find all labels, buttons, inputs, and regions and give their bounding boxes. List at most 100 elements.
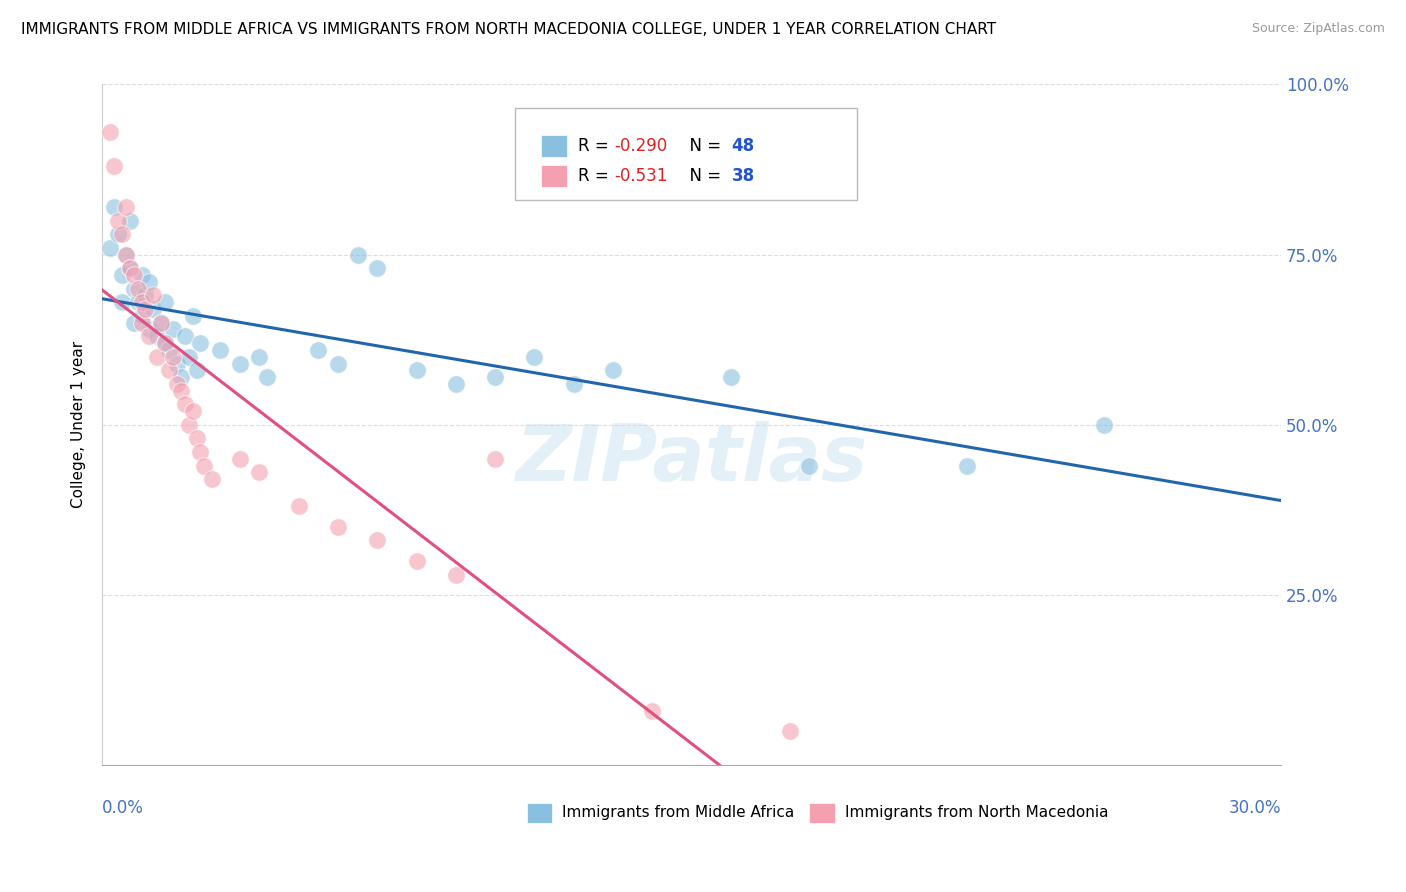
Point bbox=[98, 125, 121, 139]
Point bbox=[256, 370, 278, 384]
Text: Immigrants from North Macedonia: Immigrants from North Macedonia bbox=[845, 805, 1108, 821]
Point bbox=[779, 724, 801, 739]
Point bbox=[122, 268, 145, 282]
Point bbox=[181, 404, 204, 418]
FancyBboxPatch shape bbox=[527, 803, 553, 823]
Point bbox=[229, 451, 252, 466]
Point bbox=[405, 554, 427, 568]
Point bbox=[307, 343, 329, 357]
Point bbox=[366, 261, 388, 276]
Point bbox=[177, 350, 200, 364]
Point bbox=[127, 295, 149, 310]
Point bbox=[193, 458, 215, 473]
Point bbox=[153, 336, 176, 351]
Point bbox=[641, 704, 664, 718]
Point bbox=[1092, 417, 1115, 432]
Text: 30.0%: 30.0% bbox=[1229, 799, 1281, 817]
Point bbox=[134, 301, 156, 316]
Point bbox=[484, 370, 506, 384]
Point bbox=[127, 282, 149, 296]
Point bbox=[111, 268, 134, 282]
Point bbox=[166, 376, 188, 391]
Point bbox=[138, 329, 160, 343]
Point bbox=[562, 376, 585, 391]
Point bbox=[523, 350, 546, 364]
Text: N =: N = bbox=[679, 168, 725, 186]
Point bbox=[177, 417, 200, 432]
Text: -0.531: -0.531 bbox=[614, 168, 668, 186]
Point bbox=[720, 370, 742, 384]
Point bbox=[186, 363, 208, 377]
Point bbox=[142, 301, 165, 316]
Point bbox=[114, 247, 136, 261]
Point bbox=[157, 343, 180, 357]
Point bbox=[201, 472, 224, 486]
Point bbox=[287, 500, 309, 514]
Point bbox=[111, 227, 134, 242]
Text: R =: R = bbox=[578, 168, 614, 186]
Point bbox=[142, 288, 165, 302]
Point bbox=[131, 309, 153, 323]
Point bbox=[118, 213, 141, 227]
Y-axis label: College, Under 1 year: College, Under 1 year bbox=[72, 342, 86, 508]
Point bbox=[111, 295, 134, 310]
Point bbox=[956, 458, 979, 473]
Point bbox=[209, 343, 232, 357]
Text: 0.0%: 0.0% bbox=[103, 799, 143, 817]
Text: 48: 48 bbox=[731, 136, 755, 154]
Point bbox=[247, 350, 270, 364]
Text: IMMIGRANTS FROM MIDDLE AFRICA VS IMMIGRANTS FROM NORTH MACEDONIA COLLEGE, UNDER : IMMIGRANTS FROM MIDDLE AFRICA VS IMMIGRA… bbox=[21, 22, 997, 37]
Point bbox=[602, 363, 624, 377]
Point bbox=[114, 200, 136, 214]
Point bbox=[170, 370, 193, 384]
Point bbox=[170, 384, 193, 398]
Point bbox=[166, 357, 188, 371]
FancyBboxPatch shape bbox=[541, 165, 567, 187]
Text: R =: R = bbox=[578, 136, 614, 154]
FancyBboxPatch shape bbox=[515, 108, 856, 200]
Point bbox=[162, 350, 184, 364]
Point bbox=[190, 445, 212, 459]
Point bbox=[122, 316, 145, 330]
Point bbox=[107, 227, 129, 242]
Point bbox=[134, 288, 156, 302]
Point bbox=[131, 316, 153, 330]
FancyBboxPatch shape bbox=[541, 135, 567, 157]
Point bbox=[173, 329, 195, 343]
Point bbox=[153, 295, 176, 310]
Point bbox=[190, 336, 212, 351]
Point bbox=[107, 213, 129, 227]
Text: Immigrants from Middle Africa: Immigrants from Middle Africa bbox=[562, 805, 794, 821]
Point bbox=[103, 200, 125, 214]
Point bbox=[346, 247, 368, 261]
Text: 38: 38 bbox=[731, 168, 755, 186]
Text: ZIPatlas: ZIPatlas bbox=[516, 421, 868, 497]
Point bbox=[114, 247, 136, 261]
Point bbox=[122, 282, 145, 296]
Point bbox=[153, 336, 176, 351]
Point bbox=[162, 322, 184, 336]
Point bbox=[138, 275, 160, 289]
Point bbox=[150, 316, 173, 330]
Point bbox=[98, 241, 121, 255]
Point bbox=[150, 316, 173, 330]
Point bbox=[799, 458, 821, 473]
Point bbox=[138, 322, 160, 336]
Point bbox=[103, 159, 125, 173]
Point bbox=[181, 309, 204, 323]
Point bbox=[444, 567, 467, 582]
Point bbox=[247, 466, 270, 480]
Text: Source: ZipAtlas.com: Source: ZipAtlas.com bbox=[1251, 22, 1385, 36]
Point bbox=[484, 451, 506, 466]
Point bbox=[229, 357, 252, 371]
Point bbox=[157, 363, 180, 377]
Point bbox=[366, 533, 388, 548]
Point bbox=[118, 261, 141, 276]
Text: -0.290: -0.290 bbox=[614, 136, 666, 154]
Point bbox=[444, 376, 467, 391]
Point bbox=[131, 268, 153, 282]
FancyBboxPatch shape bbox=[810, 803, 835, 823]
Point bbox=[131, 295, 153, 310]
Point bbox=[326, 357, 349, 371]
Point bbox=[186, 431, 208, 445]
